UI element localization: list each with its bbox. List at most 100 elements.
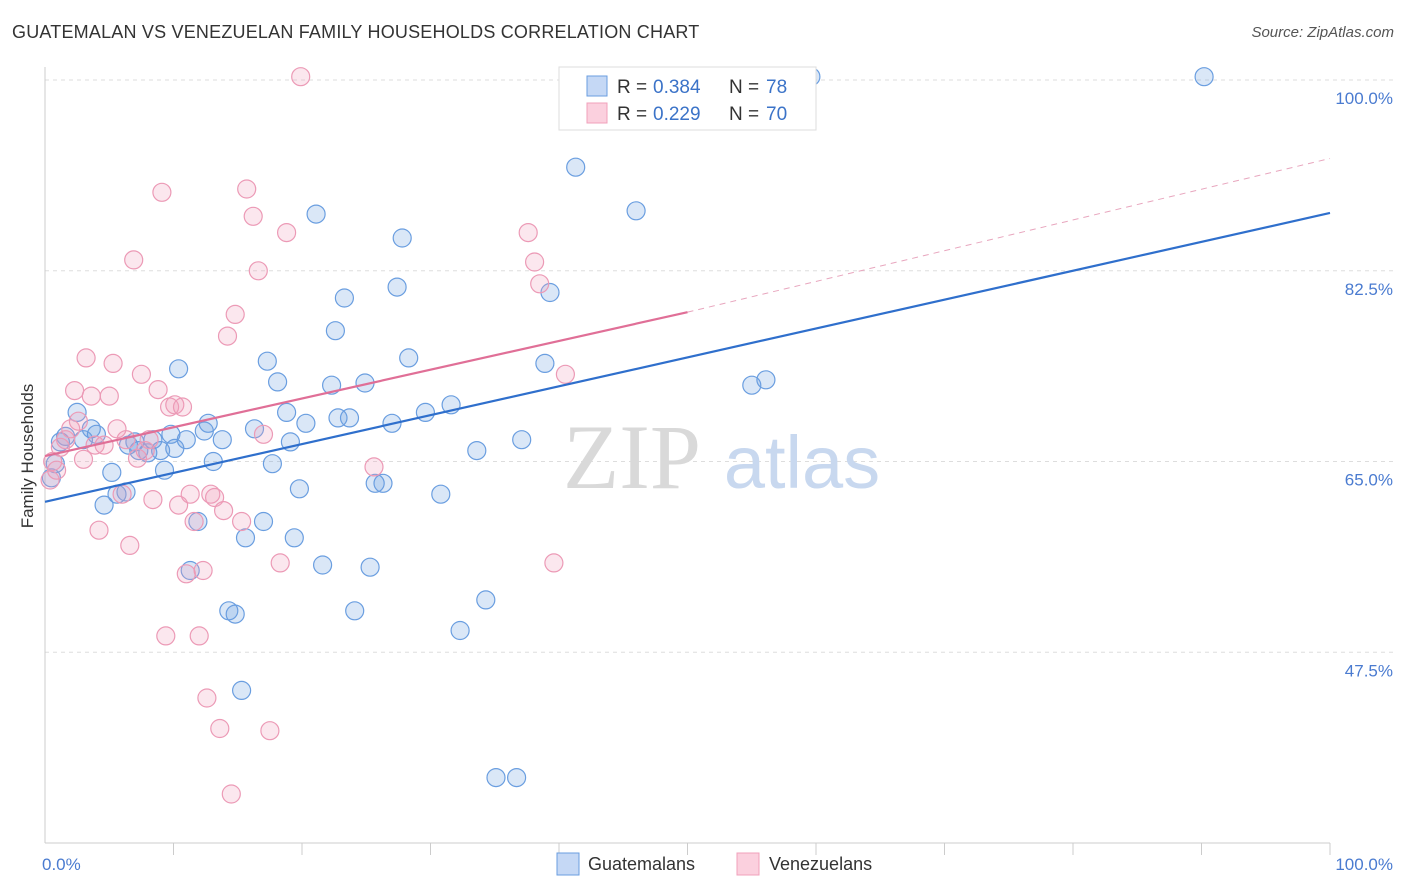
guatemalan-point-66 <box>506 767 527 788</box>
legend-n-label-guatemalans: N = <box>729 77 759 98</box>
venezuelan-point-27 <box>152 182 172 202</box>
venezuelan-point-37 <box>193 560 213 581</box>
venezuelan-point-23 <box>135 441 155 461</box>
guatemalan-point-58 <box>399 348 419 368</box>
venezuelan-point-48 <box>243 206 263 226</box>
venezuelan-point-4 <box>55 430 76 450</box>
venezuelan-point-10 <box>81 386 101 406</box>
venezuelan-point-14 <box>99 386 119 406</box>
guatemalan-point-54 <box>373 473 393 493</box>
guatemalan-point-53 <box>365 473 385 493</box>
guatemalan-point-56 <box>387 277 407 297</box>
bottom-legend-swatch-venezuelans <box>736 852 760 876</box>
venezuelan-point-50 <box>253 424 274 444</box>
guatemalan-point-49 <box>339 408 360 428</box>
venezuelan-point-34 <box>180 484 200 504</box>
guatemalan-point-38 <box>277 402 297 422</box>
venezuelan-point-38 <box>197 688 217 708</box>
guatemalan-point-43 <box>306 204 326 224</box>
venezuelan-point-0 <box>40 470 60 490</box>
guatemalan-point-62 <box>450 620 470 641</box>
venezuelan-point-55 <box>364 457 384 477</box>
grid-lines <box>45 79 1393 653</box>
venezuelan-point-21 <box>127 448 148 468</box>
venezuelan-point-44 <box>221 784 241 804</box>
venezuelan-point-2 <box>46 460 67 480</box>
legend-r-venezuelans: 0.229 <box>653 104 701 125</box>
guatemalan-point-8 <box>94 495 114 515</box>
venezuelan-point-57 <box>524 252 545 272</box>
y-tick-label-3: 100.0% <box>1335 89 1393 108</box>
venezuelan-point-54 <box>291 67 311 87</box>
guatemalan-point-40 <box>284 528 304 548</box>
x-tick-label-1: 100.0% <box>1335 855 1393 874</box>
venezuelans-points <box>40 67 576 804</box>
guatemalan-point-42 <box>296 413 316 433</box>
guatemalan-point-35 <box>257 351 277 371</box>
legend-swatch-venezuelans <box>586 102 608 124</box>
guatemalan-point-47 <box>328 408 348 428</box>
trendline-0 <box>44 211 1331 503</box>
venezuelan-point-53 <box>277 223 297 243</box>
venezuelan-point-30 <box>165 395 185 415</box>
venezuelan-point-46 <box>232 511 252 532</box>
venezuelan-point-35 <box>184 511 204 532</box>
venezuelan-point-6 <box>64 381 85 401</box>
guatemalan-point-32 <box>235 528 256 548</box>
trendlines <box>44 157 1331 503</box>
venezuelan-point-47 <box>237 179 257 199</box>
watermark-atlas: atlas <box>724 421 880 504</box>
venezuelan-point-24 <box>139 430 159 450</box>
venezuelan-point-60 <box>544 553 564 573</box>
venezuelan-point-12 <box>89 520 109 540</box>
venezuelan-point-15 <box>103 353 123 373</box>
venezuelan-point-39 <box>201 484 221 504</box>
guatemalan-point-57 <box>392 228 412 248</box>
guatemalan-point-41 <box>289 479 309 499</box>
venezuelan-point-26 <box>148 380 168 400</box>
guatemalan-point-31 <box>232 680 252 701</box>
guatemalan-point-30 <box>225 604 245 624</box>
venezuelan-point-25 <box>143 490 163 510</box>
y-tick-label-0: 47.5% <box>1345 661 1393 680</box>
guatemalan-point-65 <box>486 767 506 788</box>
legend: R = 0.384 N = 78 R = 0.229 N = 70 <box>558 66 817 131</box>
guatemalan-point-28 <box>212 430 232 450</box>
venezuelan-point-19 <box>120 535 140 556</box>
legend-swatch-guatemalans <box>586 75 608 97</box>
trendline-1 <box>44 311 688 458</box>
venezuelan-point-9 <box>76 348 96 368</box>
venezuelan-point-56 <box>518 223 538 243</box>
chart-title: GUATEMALAN VS VENEZUELAN FAMILY HOUSEHOL… <box>12 22 700 42</box>
legend-n-label-venezuelans: N = <box>729 104 759 125</box>
guatemalan-point-50 <box>345 601 365 621</box>
bottom-legend-swatch-guatemalans <box>556 852 580 876</box>
guatemalan-point-37 <box>268 372 288 392</box>
source-label: Source: ZipAtlas.com <box>1251 24 1394 41</box>
x-tick-labels: 0.0% 100.0% <box>42 855 1393 874</box>
venezuelan-point-33 <box>176 564 196 584</box>
venezuelan-point-41 <box>210 718 230 739</box>
venezuelan-point-45 <box>225 304 245 324</box>
legend-r-label-venezuelans: R = <box>617 104 647 125</box>
guatemalan-point-75 <box>1194 67 1214 87</box>
venezuelan-point-42 <box>214 501 234 521</box>
venezuelan-point-7 <box>68 411 89 431</box>
guatemalan-point-60 <box>431 484 451 504</box>
guatemalan-point-36 <box>262 454 282 474</box>
venezuelan-point-5 <box>61 419 81 439</box>
guatemalan-point-34 <box>253 511 274 532</box>
guatemalan-point-72 <box>742 375 762 395</box>
bottom-legend-guatemalans: Guatemalans <box>588 854 695 874</box>
guatemalan-point-46 <box>325 321 345 341</box>
guatemalan-point-52 <box>360 557 380 577</box>
guatemalan-point-73 <box>756 370 776 390</box>
venezuelan-point-20 <box>124 250 144 270</box>
y-tick-label-2: 82.5% <box>1345 280 1393 299</box>
bottom-legend-venezuelans: Venezuelans <box>769 854 872 874</box>
venezuelan-point-43 <box>217 326 238 346</box>
guatemalan-point-64 <box>476 590 496 610</box>
guatemalan-point-33 <box>244 419 265 439</box>
venezuelan-point-36 <box>189 626 209 646</box>
